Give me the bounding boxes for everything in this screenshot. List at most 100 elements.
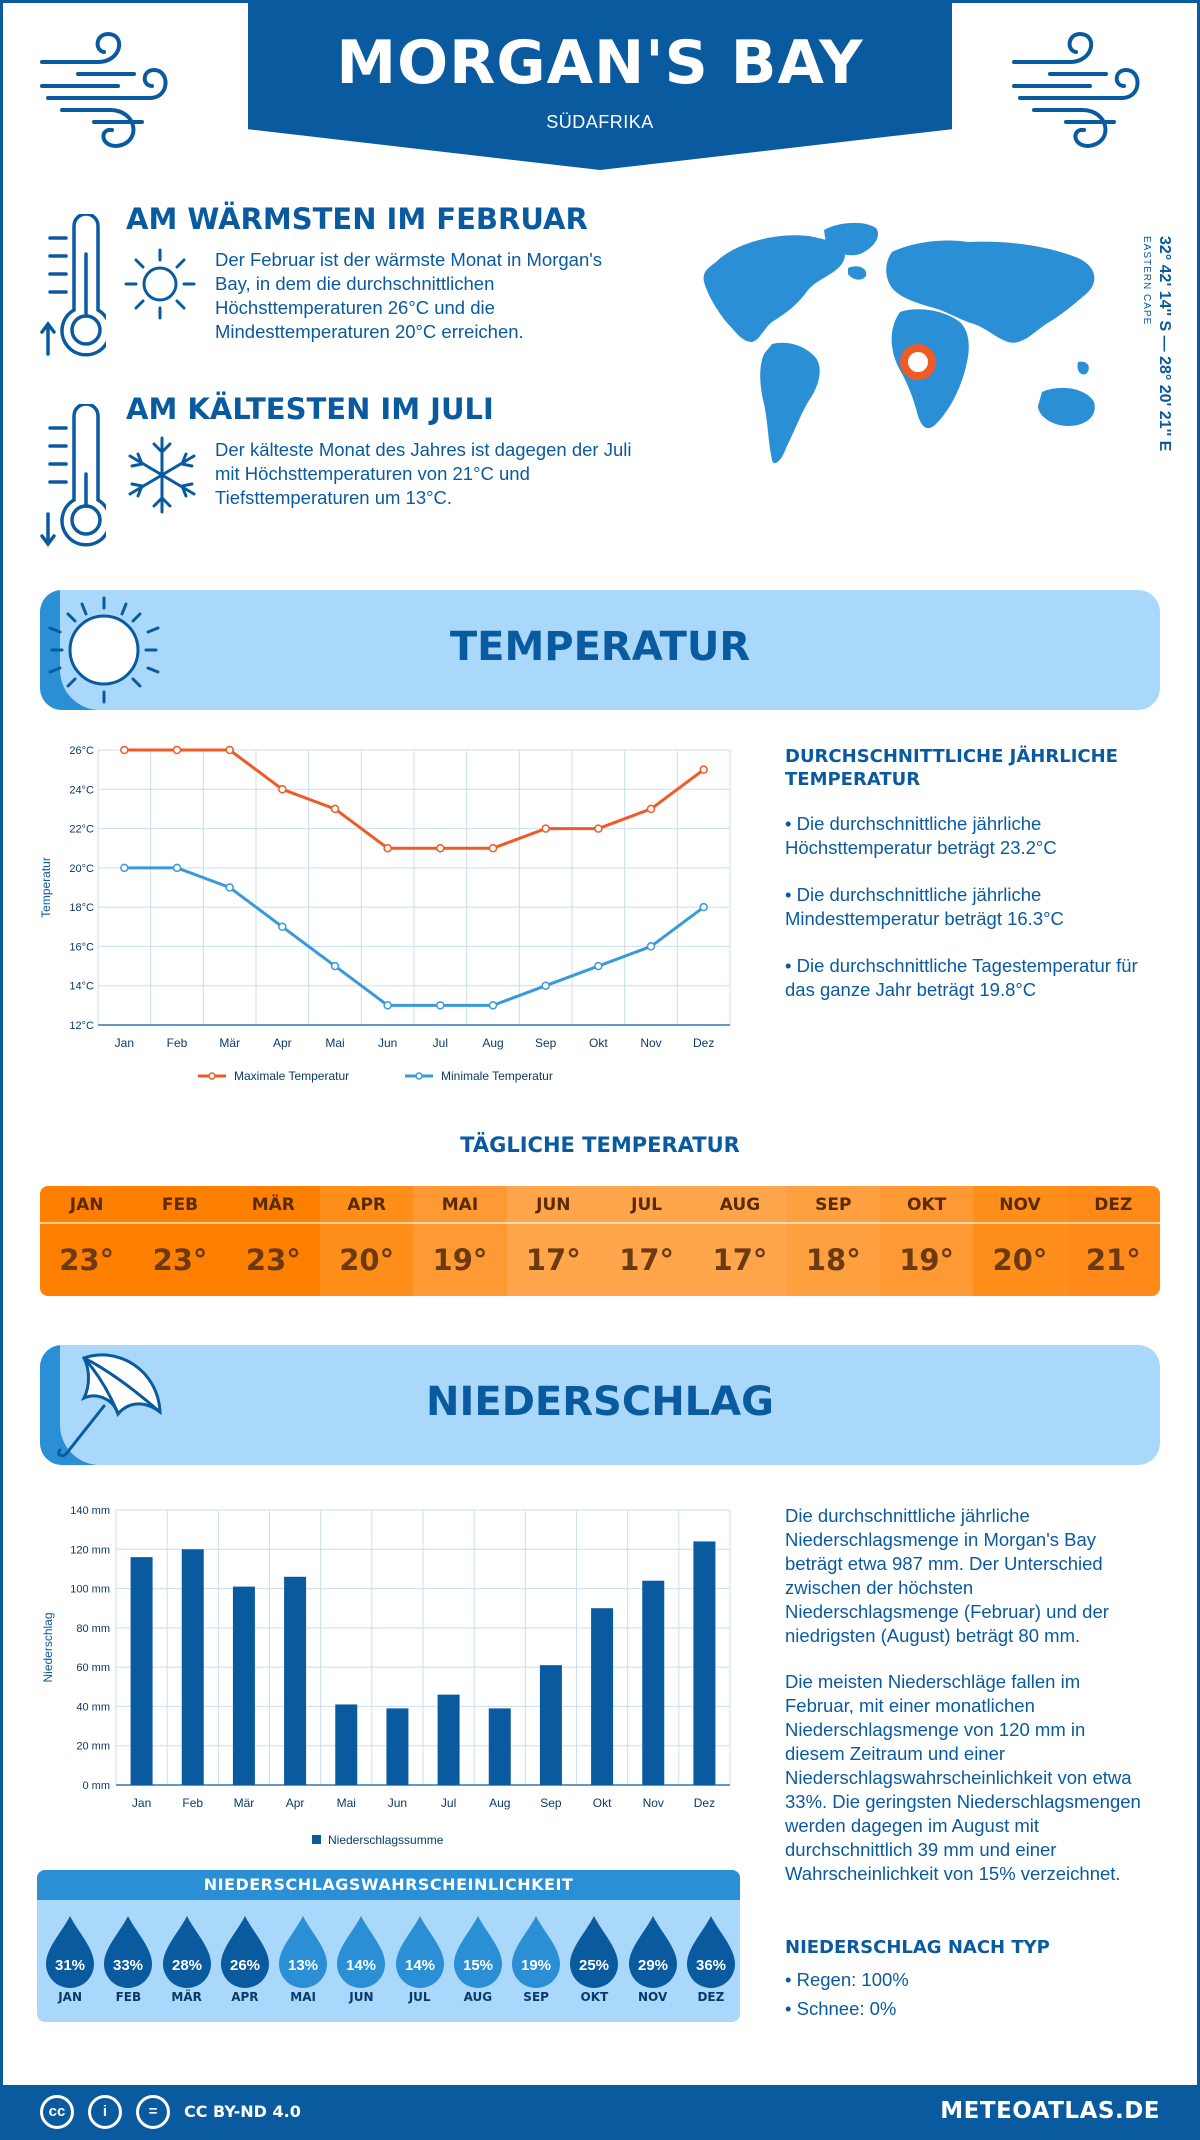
precip-section-header: NIEDERSCHLAG <box>40 1345 1160 1465</box>
raindrop-icon: 19% <box>512 1916 561 1988</box>
data-point <box>330 804 340 814</box>
x-tick-label: Feb <box>182 1796 203 1810</box>
coldest-fact: AM KÄLTESTEN IM JULI Der kälteste Monat … <box>40 392 631 552</box>
annual-temp-title: DURCHSCHNITTLICHE JÄHRLICHE TEMPERATUR <box>785 746 1118 790</box>
daily-temp-value: 19° <box>899 1243 955 1277</box>
footer: cc i = CC BY-ND 4.0 METEOATLAS.DE <box>0 2085 1200 2140</box>
legend-label: Maximale Temperatur <box>234 1069 349 1083</box>
x-tick-label: Apr <box>286 1796 305 1810</box>
precip-type-title: NIEDERSCHLAG NACH TYP <box>785 1937 1050 1958</box>
sun-icon <box>48 596 160 704</box>
daily-temp-value: 21° <box>1085 1243 1141 1277</box>
probability-value: 25% <box>579 1957 609 1974</box>
probability-value: 26% <box>230 1957 260 1974</box>
y-tick-label: 100 mm <box>70 1584 110 1596</box>
sun-icon <box>124 248 196 320</box>
raindrop-shape <box>570 1916 619 1988</box>
data-point <box>594 824 603 833</box>
x-tick-label: Okt <box>593 1796 612 1810</box>
x-tick-label: Aug <box>489 1796 510 1810</box>
legend-label: Niederschlagssumme <box>328 1833 444 1847</box>
x-tick-label: Jul <box>433 1036 448 1050</box>
daily-temp-column: NOV 20° <box>973 1186 1067 1296</box>
y-tick-label: 40 mm <box>76 1701 110 1713</box>
raindrop-icon: 36% <box>686 1916 735 1988</box>
daily-temp-column: JUN 17° <box>506 1186 600 1296</box>
daily-temp-month: NOV <box>973 1186 1067 1224</box>
daily-temp-value: 20° <box>992 1243 1048 1277</box>
daily-temp-month: AUG <box>693 1186 787 1224</box>
y-tick-label: 140 mm <box>70 1505 110 1517</box>
x-tick-label: Mai <box>337 1796 356 1810</box>
probability-month: MAI <box>290 1990 316 2004</box>
precip-bar <box>539 1665 562 1785</box>
y-tick-label: 80 mm <box>76 1623 110 1635</box>
daily-temp-column: MÄR 23° <box>226 1186 320 1296</box>
precip-bar <box>591 1608 614 1785</box>
precip-bar <box>693 1541 716 1785</box>
probability-drop: 25% OKT <box>565 1914 623 2004</box>
site-link[interactable]: METEOATLAS.DE <box>940 2098 1160 2124</box>
world-map <box>703 222 1095 464</box>
x-tick-label: Jun <box>388 1796 407 1810</box>
probability-month: SEP <box>523 1990 549 2004</box>
precip-section-title: NIEDERSCHLAG <box>426 1379 774 1425</box>
probability-month: FEB <box>115 1990 142 2004</box>
daily-temp-column: APR 20° <box>319 1186 414 1296</box>
daily-temp-month: FEB <box>133 1186 227 1224</box>
x-tick-label: Nov <box>640 1036 661 1050</box>
warmest-title: AM WÄRMSTEN IM FEBRUAR <box>126 202 588 236</box>
data-point <box>120 745 129 755</box>
raindrop-shape <box>686 1916 735 1988</box>
probability-month: NOV <box>638 1990 668 2004</box>
x-tick-label: Jan <box>115 1036 134 1050</box>
x-tick-label: Jan <box>132 1796 151 1810</box>
daily-temp-value: 17° <box>525 1243 581 1277</box>
daily-temp-month: MAI <box>413 1186 507 1224</box>
raindrop-icon: 15% <box>453 1916 502 1988</box>
probability-month: OKT <box>580 1990 609 2004</box>
daily-temp-month: SEP <box>786 1186 880 1224</box>
x-tick-label: Dez <box>693 1036 714 1050</box>
x-tick-label: Okt <box>589 1036 608 1050</box>
daily-temp-month: MÄR <box>226 1186 320 1224</box>
daily-temp-column: SEP 18° <box>786 1186 880 1296</box>
probability-value: 15% <box>463 1957 493 1974</box>
precip-bar <box>386 1708 409 1785</box>
raindrop-icon: 13% <box>279 1916 328 1988</box>
y-axis-label: Niederschlag <box>41 1612 55 1682</box>
daily-temp-column: MAI 19° <box>413 1186 507 1296</box>
precipitation-bar-chart: 0 mm 20 mm 40 mm 60 mm 80 mm 100 mm 120 mm 140 … <box>41 1505 731 1847</box>
country-subtitle: SÜDAFRIKA <box>546 112 654 132</box>
data-point <box>172 745 182 755</box>
y-tick-label: 14°C <box>69 981 94 993</box>
series-line-min <box>124 866 705 1007</box>
raindrop-icon: 33% <box>104 1916 153 1988</box>
raindrop-shape <box>220 1916 269 1988</box>
raindrop-icon: 28% <box>162 1916 211 1988</box>
coordinates-text: 32° 42' 14'' S — 28° 20' 21'' E <box>1156 236 1173 452</box>
probability-drop: 36% DEZ <box>682 1914 740 2004</box>
probability-month: JUN <box>349 1990 374 2004</box>
raindrop-shape <box>453 1916 502 1988</box>
coldest-text: Der kälteste Monat des Jahres ist dagege… <box>215 439 632 508</box>
raindrop-shape <box>395 1916 444 1988</box>
data-point <box>699 902 708 912</box>
data-point <box>278 922 287 932</box>
data-point <box>541 981 550 990</box>
y-tick-label: 16°C <box>69 941 94 953</box>
legend-swatch <box>312 1835 321 1844</box>
y-tick-label: 22°C <box>69 824 94 836</box>
precip-bar <box>232 1586 255 1785</box>
daily-temp-value: 17° <box>619 1243 675 1277</box>
data-point <box>225 745 234 755</box>
precip-text-1: Die durchschnittliche jährliche Niedersc… <box>785 1505 1109 1646</box>
probability-drop: 33% FEB <box>99 1914 157 2004</box>
raindrop-shape <box>279 1916 328 1988</box>
series-line-max <box>124 748 705 850</box>
data-point <box>488 1001 498 1010</box>
probability-drop: 26% APR <box>216 1914 274 2004</box>
raindrop-shape <box>337 1916 386 1988</box>
raindrop-shape <box>104 1916 153 1988</box>
data-point <box>436 843 445 853</box>
